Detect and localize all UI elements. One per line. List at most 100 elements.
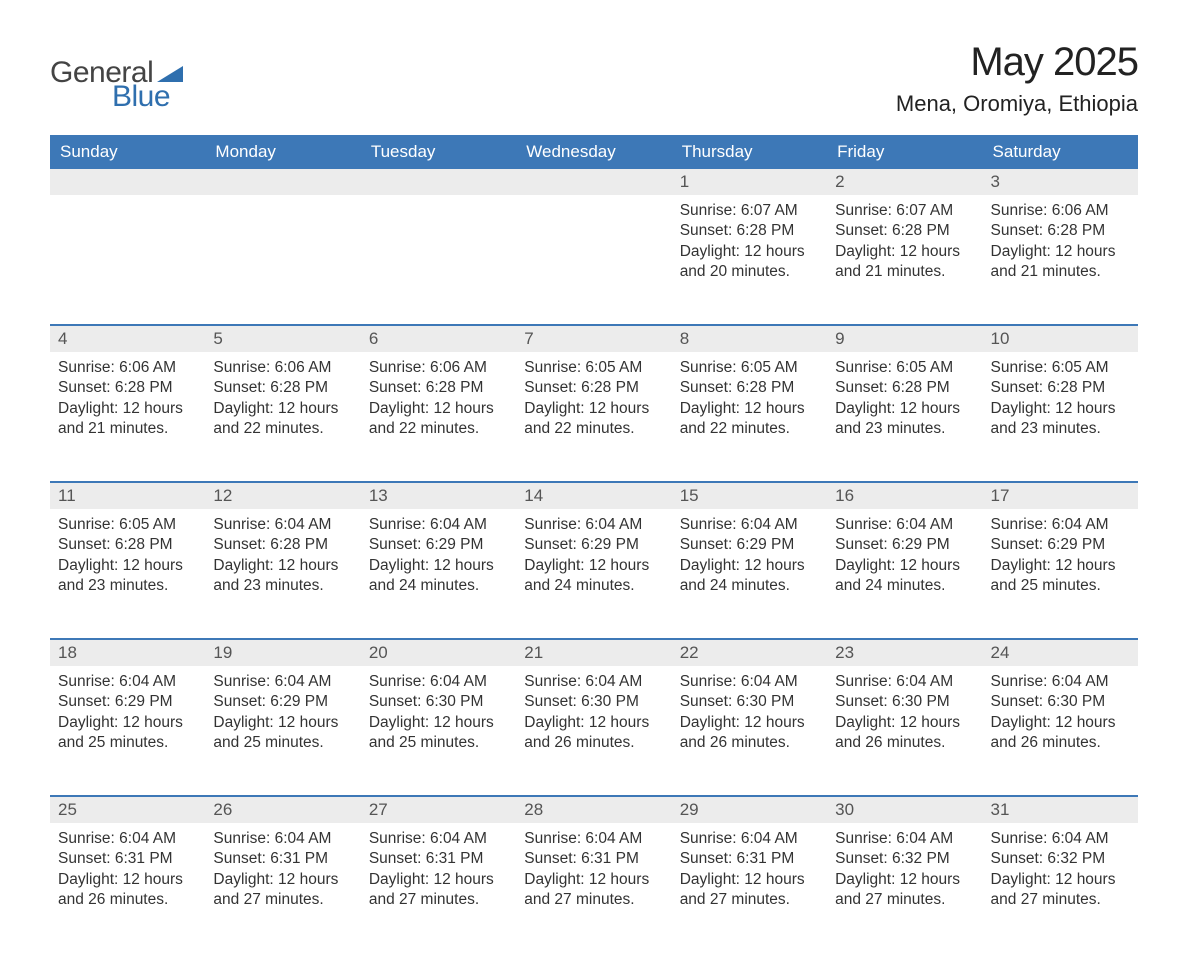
day-content-cell [50, 195, 205, 325]
sunrise-line: Sunrise: 6:04 AM [835, 515, 974, 535]
sunrise-line: Sunrise: 6:04 AM [991, 829, 1130, 849]
day-number-cell: 18 [50, 639, 205, 666]
day-content-cell: Sunrise: 6:06 AMSunset: 6:28 PMDaylight:… [983, 195, 1138, 325]
day-content-cell: Sunrise: 6:04 AMSunset: 6:30 PMDaylight:… [516, 666, 671, 796]
day-content-cell: Sunrise: 6:06 AMSunset: 6:28 PMDaylight:… [50, 352, 205, 482]
daylight-line: Daylight: 12 hours and 24 minutes. [680, 556, 819, 597]
sunset-line: Sunset: 6:28 PM [213, 378, 352, 398]
daylight-line: Daylight: 12 hours and 23 minutes. [58, 556, 197, 597]
day-number-cell: 11 [50, 482, 205, 509]
sunset-line: Sunset: 6:30 PM [369, 692, 508, 712]
day-content-cell: Sunrise: 6:04 AMSunset: 6:29 PMDaylight:… [827, 509, 982, 639]
day-number-cell: 1 [672, 169, 827, 195]
sunset-line: Sunset: 6:29 PM [991, 535, 1130, 555]
day-number-cell: 5 [205, 325, 360, 352]
daylight-line: Daylight: 12 hours and 24 minutes. [524, 556, 663, 597]
daylight-line: Daylight: 12 hours and 20 minutes. [680, 242, 819, 283]
weekday-header-row: SundayMondayTuesdayWednesdayThursdayFrid… [50, 135, 1138, 169]
day-number-cell: 6 [361, 325, 516, 352]
day-number-cell: 4 [50, 325, 205, 352]
sunset-line: Sunset: 6:30 PM [680, 692, 819, 712]
day-content-row: Sunrise: 6:04 AM Sunset: 6:29 PMDaylight:… [50, 666, 1138, 796]
sunset-line: Sunset: 6:28 PM [835, 378, 974, 398]
daylight-line: Daylight: 12 hours and 21 minutes. [991, 242, 1130, 283]
daylight-line: Daylight: 12 hours and 22 minutes. [213, 399, 352, 440]
sunrise-line: Sunrise: 6:07 AM [835, 201, 974, 221]
weekday-header: Sunday [50, 135, 205, 169]
sunrise-line: Sunrise: 6:04 AM [991, 672, 1130, 692]
sunset-line: Sunset: 6:31 PM [213, 849, 352, 869]
day-number-cell: 24 [983, 639, 1138, 666]
day-number-cell: 26 [205, 796, 360, 823]
daylight-line: Daylight: 12 hours and 23 minutes. [213, 556, 352, 597]
day-content-cell [205, 195, 360, 325]
day-content-cell: Sunrise: 6:05 AMSunset: 6:28 PMDaylight:… [516, 352, 671, 482]
daylight-line: Daylight: 12 hours and 21 minutes. [835, 242, 974, 283]
daylight-line: Daylight: 12 hours and 22 minutes. [524, 399, 663, 440]
day-number-cell: 16 [827, 482, 982, 509]
sunrise-line: Sunrise: 6:04 AM [524, 515, 663, 535]
day-number-cell: 21 [516, 639, 671, 666]
day-number-cell: 25 [50, 796, 205, 823]
sunset-line: Sunset: 6:31 PM [680, 849, 819, 869]
daylight-line: Daylight: 12 hours and 24 minutes. [835, 556, 974, 597]
sunset-line: Sunset: 6:28 PM [835, 221, 974, 241]
day-content-cell: Sunrise: 6:04 AMSunset: 6:30 PMDaylight:… [983, 666, 1138, 796]
title-block: May 2025 Mena, Oromiya, Ethiopia [896, 40, 1138, 117]
sunrise-line: Sunrise: 6:04 AM [680, 829, 819, 849]
daylight-line: Daylight: 12 hours and 27 minutes. [213, 870, 352, 911]
day-content-cell: Sunrise: 6:04 AMSunset: 6:30 PMDaylight:… [827, 666, 982, 796]
sunset-line: Sunset: 6:28 PM [680, 221, 819, 241]
day-number-cell: 8 [672, 325, 827, 352]
weekday-header: Saturday [983, 135, 1138, 169]
sunset-line: Sunset: 6:28 PM [991, 378, 1130, 398]
sunrise-line: Sunrise: 6:04 AM [524, 672, 663, 692]
sunset-line: Sunset: 6:28 PM [524, 378, 663, 398]
weekday-header: Monday [205, 135, 360, 169]
day-number-cell: 31 [983, 796, 1138, 823]
sunset-line: Sunset: 6:29 PM [58, 692, 197, 712]
daylight-line: Daylight: 12 hours and 22 minutes. [369, 399, 508, 440]
daylight-line: Daylight: 12 hours and 27 minutes. [991, 870, 1130, 911]
sunrise-line: Sunrise: 6:05 AM [524, 358, 663, 378]
sunset-line: Sunset: 6:31 PM [369, 849, 508, 869]
daylight-line: Daylight: 12 hours and 25 minutes. [58, 713, 197, 754]
day-number-cell: 30 [827, 796, 982, 823]
day-number-row: 25262728293031 [50, 796, 1138, 823]
day-number-cell: 10 [983, 325, 1138, 352]
daylight-line: Daylight: 12 hours and 26 minutes. [58, 870, 197, 911]
sunset-line: Sunset: 6:29 PM [835, 535, 974, 555]
day-number-cell: 3 [983, 169, 1138, 195]
day-number-cell: 7 [516, 325, 671, 352]
sunrise-line: Sunrise: 6:06 AM [213, 358, 352, 378]
day-content-cell [361, 195, 516, 325]
day-content-row: Sunrise: 6:04 AMSunset: 6:31 PMDaylight:… [50, 823, 1138, 953]
weekday-header: Wednesday [516, 135, 671, 169]
day-content-row: Sunrise: 6:06 AMSunset: 6:28 PMDaylight:… [50, 352, 1138, 482]
weekday-header: Tuesday [361, 135, 516, 169]
sunset-line: Sunset: 6:29 PM [680, 535, 819, 555]
day-content-cell: Sunrise: 6:06 AMSunset: 6:28 PMDaylight:… [361, 352, 516, 482]
day-content-cell: Sunrise: 6:04 AMSunset: 6:29 PMDaylight:… [50, 666, 205, 796]
sunset-line: Sunset: 6:30 PM [835, 692, 974, 712]
daylight-line: Daylight: 12 hours and 23 minutes. [991, 399, 1130, 440]
sunset-line: Sunset: 6:28 PM [213, 535, 352, 555]
day-number-cell: 22 [672, 639, 827, 666]
sunrise-line: Sunrise: 6:04 AM [369, 515, 508, 535]
day-number-cell: 28 [516, 796, 671, 823]
day-content-cell [516, 195, 671, 325]
daylight-line: Daylight: 12 hours and 27 minutes. [835, 870, 974, 911]
header: General Blue May 2025 Mena, Oromiya, Eth… [50, 40, 1138, 117]
sunset-line: Sunset: 6:28 PM [680, 378, 819, 398]
sunrise-line: Sunrise: 6:06 AM [58, 358, 197, 378]
day-content-cell: Sunrise: 6:05 AMSunset: 6:28 PMDaylight:… [50, 509, 205, 639]
sunset-line: Sunset: 6:29 PM [524, 535, 663, 555]
day-content-cell: Sunrise: 6:04 AMSunset: 6:31 PMDaylight:… [50, 823, 205, 953]
sunset-line: Sunset: 6:29 PM [369, 535, 508, 555]
sunrise-line: Sunrise: 6:05 AM [991, 358, 1130, 378]
sunrise-line: Sunrise: 6:05 AM [680, 358, 819, 378]
day-content-cell: Sunrise: 6:05 AMSunset: 6:28 PMDaylight:… [672, 352, 827, 482]
daylight-line: Daylight: 12 hours and 22 minutes. [680, 399, 819, 440]
day-content-row: Sunrise: 6:05 AMSunset: 6:28 PMDaylight:… [50, 509, 1138, 639]
daylight-line: Daylight: 12 hours and 27 minutes. [369, 870, 508, 911]
